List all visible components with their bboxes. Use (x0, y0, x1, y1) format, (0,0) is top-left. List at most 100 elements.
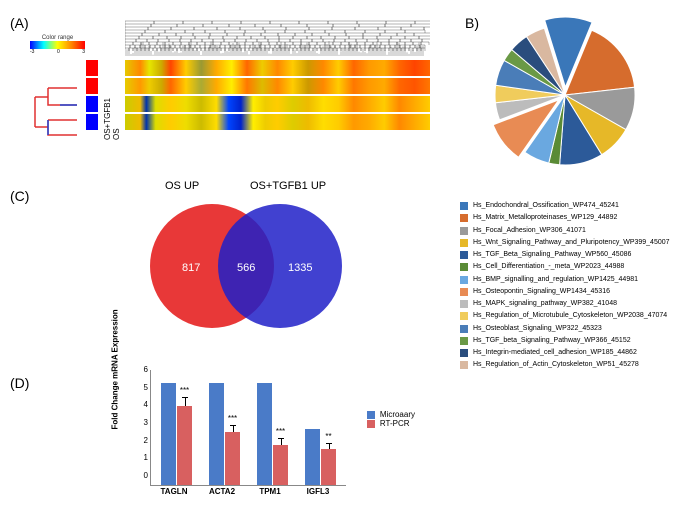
y-tick: 4 (138, 400, 148, 409)
legend-swatch (460, 361, 468, 369)
venn-left-count: 817 (182, 262, 200, 274)
scale-mid: 0 (57, 49, 60, 55)
legend-text: Hs_Osteopontin_Signaling_WP1434_45316 (473, 286, 610, 298)
legend-swatch (460, 239, 468, 247)
error-bar (329, 443, 330, 449)
legend-swatch (460, 349, 468, 357)
bar-group: *** (161, 383, 197, 485)
figure-root: (A) Color range -3 0 3 OS+TGFB1 OS (10, 10, 675, 511)
legend-item: Hs_Wnt_Signaling_Pathway_and_Pluripotenc… (460, 237, 685, 249)
legend-swatch (460, 288, 468, 296)
legend-item: Hs_Regulation_of_Actin_Cytoskeleton_WP51… (460, 359, 685, 371)
legend-text: Hs_BMP_signalling_and_regulation_WP1425_… (473, 274, 638, 286)
col-dendrogram (125, 18, 430, 56)
legend-item: Hs_Focal_Adhesion_WP306_41071 (460, 225, 685, 237)
y-ticks: 0123456 (138, 365, 148, 480)
bar-rtpcr (177, 406, 192, 485)
bar-plot-area: *********** (150, 370, 346, 486)
legend-item: Hs_Endochondral_Ossification_WP474_45241 (460, 200, 685, 212)
color-scale: Color range -3 0 3 (30, 35, 85, 55)
legend-swatch (460, 263, 468, 271)
bar-microarray (209, 383, 224, 485)
bar-legend-item: RT-PCR (367, 419, 415, 428)
heatmap-body (125, 60, 430, 140)
y-tick: 2 (138, 436, 148, 445)
panel-d-label: (D) (10, 375, 29, 391)
bar-microarray (305, 429, 320, 485)
legend-item: Hs_MAPK_signaling_pathway_WP382_41048 (460, 298, 685, 310)
row-color-bar (86, 60, 98, 76)
row-labels: OS+TGFB1 OS (103, 60, 121, 140)
bar-rtpcr (273, 445, 288, 485)
row-color-bar (86, 114, 98, 130)
panel-a-heatmap: Color range -3 0 3 OS+TGFB1 OS (30, 10, 430, 145)
legend-item: Hs_Integrin-mediated_cell_adhesion_WP185… (460, 347, 685, 359)
legend-swatch (460, 325, 468, 333)
legend-text: Microaary (380, 410, 415, 419)
legend-text: Hs_Cell_Differentiation_-_meta_WP2023_44… (473, 261, 624, 273)
legend-text: Hs_Regulation_of_Actin_Cytoskeleton_WP51… (473, 359, 639, 371)
legend-swatch (460, 300, 468, 308)
legend-item: Hs_Matrix_Metalloproteinases_WP129_44892 (460, 212, 685, 224)
significance-marker: *** (177, 386, 192, 395)
x-label: TAGLN (150, 487, 198, 496)
error-bar (281, 438, 282, 445)
legend-swatch (460, 251, 468, 259)
legend-item: Hs_Osteoblast_Signaling_WP322_45323 (460, 323, 685, 335)
legend-text: Hs_Osteoblast_Signaling_WP322_45323 (473, 323, 602, 335)
legend-item: Hs_BMP_signalling_and_regulation_WP1425_… (460, 274, 685, 286)
bar-group: *** (209, 383, 245, 485)
legend-swatch (367, 411, 375, 419)
bar-rtpcr (321, 449, 336, 485)
legend-text: Hs_Focal_Adhesion_WP306_41071 (473, 225, 586, 237)
heatmap-row (125, 96, 430, 112)
bar-legend: MicroaaryRT-PCR (367, 410, 415, 428)
heatmap-row (125, 78, 430, 94)
legend-text: Hs_Matrix_Metalloproteinases_WP129_44892 (473, 212, 617, 224)
row-color-bar (86, 78, 98, 94)
error-bar (233, 425, 234, 433)
heatmap-row (125, 60, 430, 76)
y-tick: 5 (138, 383, 148, 392)
bar-microarray (161, 383, 176, 485)
legend-item: Hs_TGF_Beta_Signaling_Pathway_WP560_4508… (460, 249, 685, 261)
y-axis-label: Fold Change mRNA Expression (111, 309, 120, 429)
legend-text: Hs_MAPK_signaling_pathway_WP382_41048 (473, 298, 617, 310)
color-gradient (30, 41, 85, 49)
row-label-bar (86, 60, 98, 140)
venn-mid-count: 566 (237, 262, 255, 274)
bar-group: *** (257, 383, 293, 485)
x-label: TPM1 (246, 487, 294, 496)
y-tick: 1 (138, 453, 148, 462)
legend-text: RT-PCR (380, 419, 410, 428)
bar-legend-item: Microaary (367, 410, 415, 419)
legend-item: Hs_Regulation_of_Microtubule_Cytoskeleto… (460, 310, 685, 322)
venn-right-label: OS+TGFB1 UP (250, 180, 326, 192)
heatmap-row (125, 114, 430, 130)
legend-text: Hs_TGF_beta_Signaling_Pathway_WP366_4515… (473, 335, 631, 347)
legend-swatch (460, 337, 468, 345)
row-color-bar (86, 96, 98, 112)
legend-swatch (460, 312, 468, 320)
y-tick: 3 (138, 418, 148, 427)
significance-marker: *** (273, 427, 288, 436)
x-labels: TAGLNACTA2TPM1IGFL3 (150, 487, 345, 496)
venn-right-count: 1335 (288, 262, 312, 274)
legend-swatch (460, 214, 468, 222)
panel-d-barchart: Fold Change mRNA Expression 0123456 ****… (110, 365, 430, 510)
panel-c-venn: OS UP OS+TGFB1 UP 817 566 1335 (120, 180, 380, 340)
significance-marker: ** (321, 432, 336, 441)
legend-text: Hs_Regulation_of_Microtubule_Cytoskeleto… (473, 310, 667, 322)
legend-text: Hs_Wnt_Signaling_Pathway_and_Pluripotenc… (473, 237, 670, 249)
legend-text: Hs_Endochondral_Ossification_WP474_45241 (473, 200, 619, 212)
legend-text: Hs_TGF_Beta_Signaling_Pathway_WP560_4508… (473, 249, 631, 261)
legend-item: Hs_Cell_Differentiation_-_meta_WP2023_44… (460, 261, 685, 273)
legend-text: Hs_Integrin-mediated_cell_adhesion_WP185… (473, 347, 637, 359)
panel-a-label: (A) (10, 15, 29, 31)
y-tick: 0 (138, 471, 148, 480)
panel-b-pie (460, 15, 670, 170)
legend-item: Hs_TGF_beta_Signaling_Pathway_WP366_4515… (460, 335, 685, 347)
row-label-tgfb1: OS+TGFB1 (103, 60, 112, 140)
legend-swatch (460, 227, 468, 235)
x-label: IGFL3 (294, 487, 342, 496)
